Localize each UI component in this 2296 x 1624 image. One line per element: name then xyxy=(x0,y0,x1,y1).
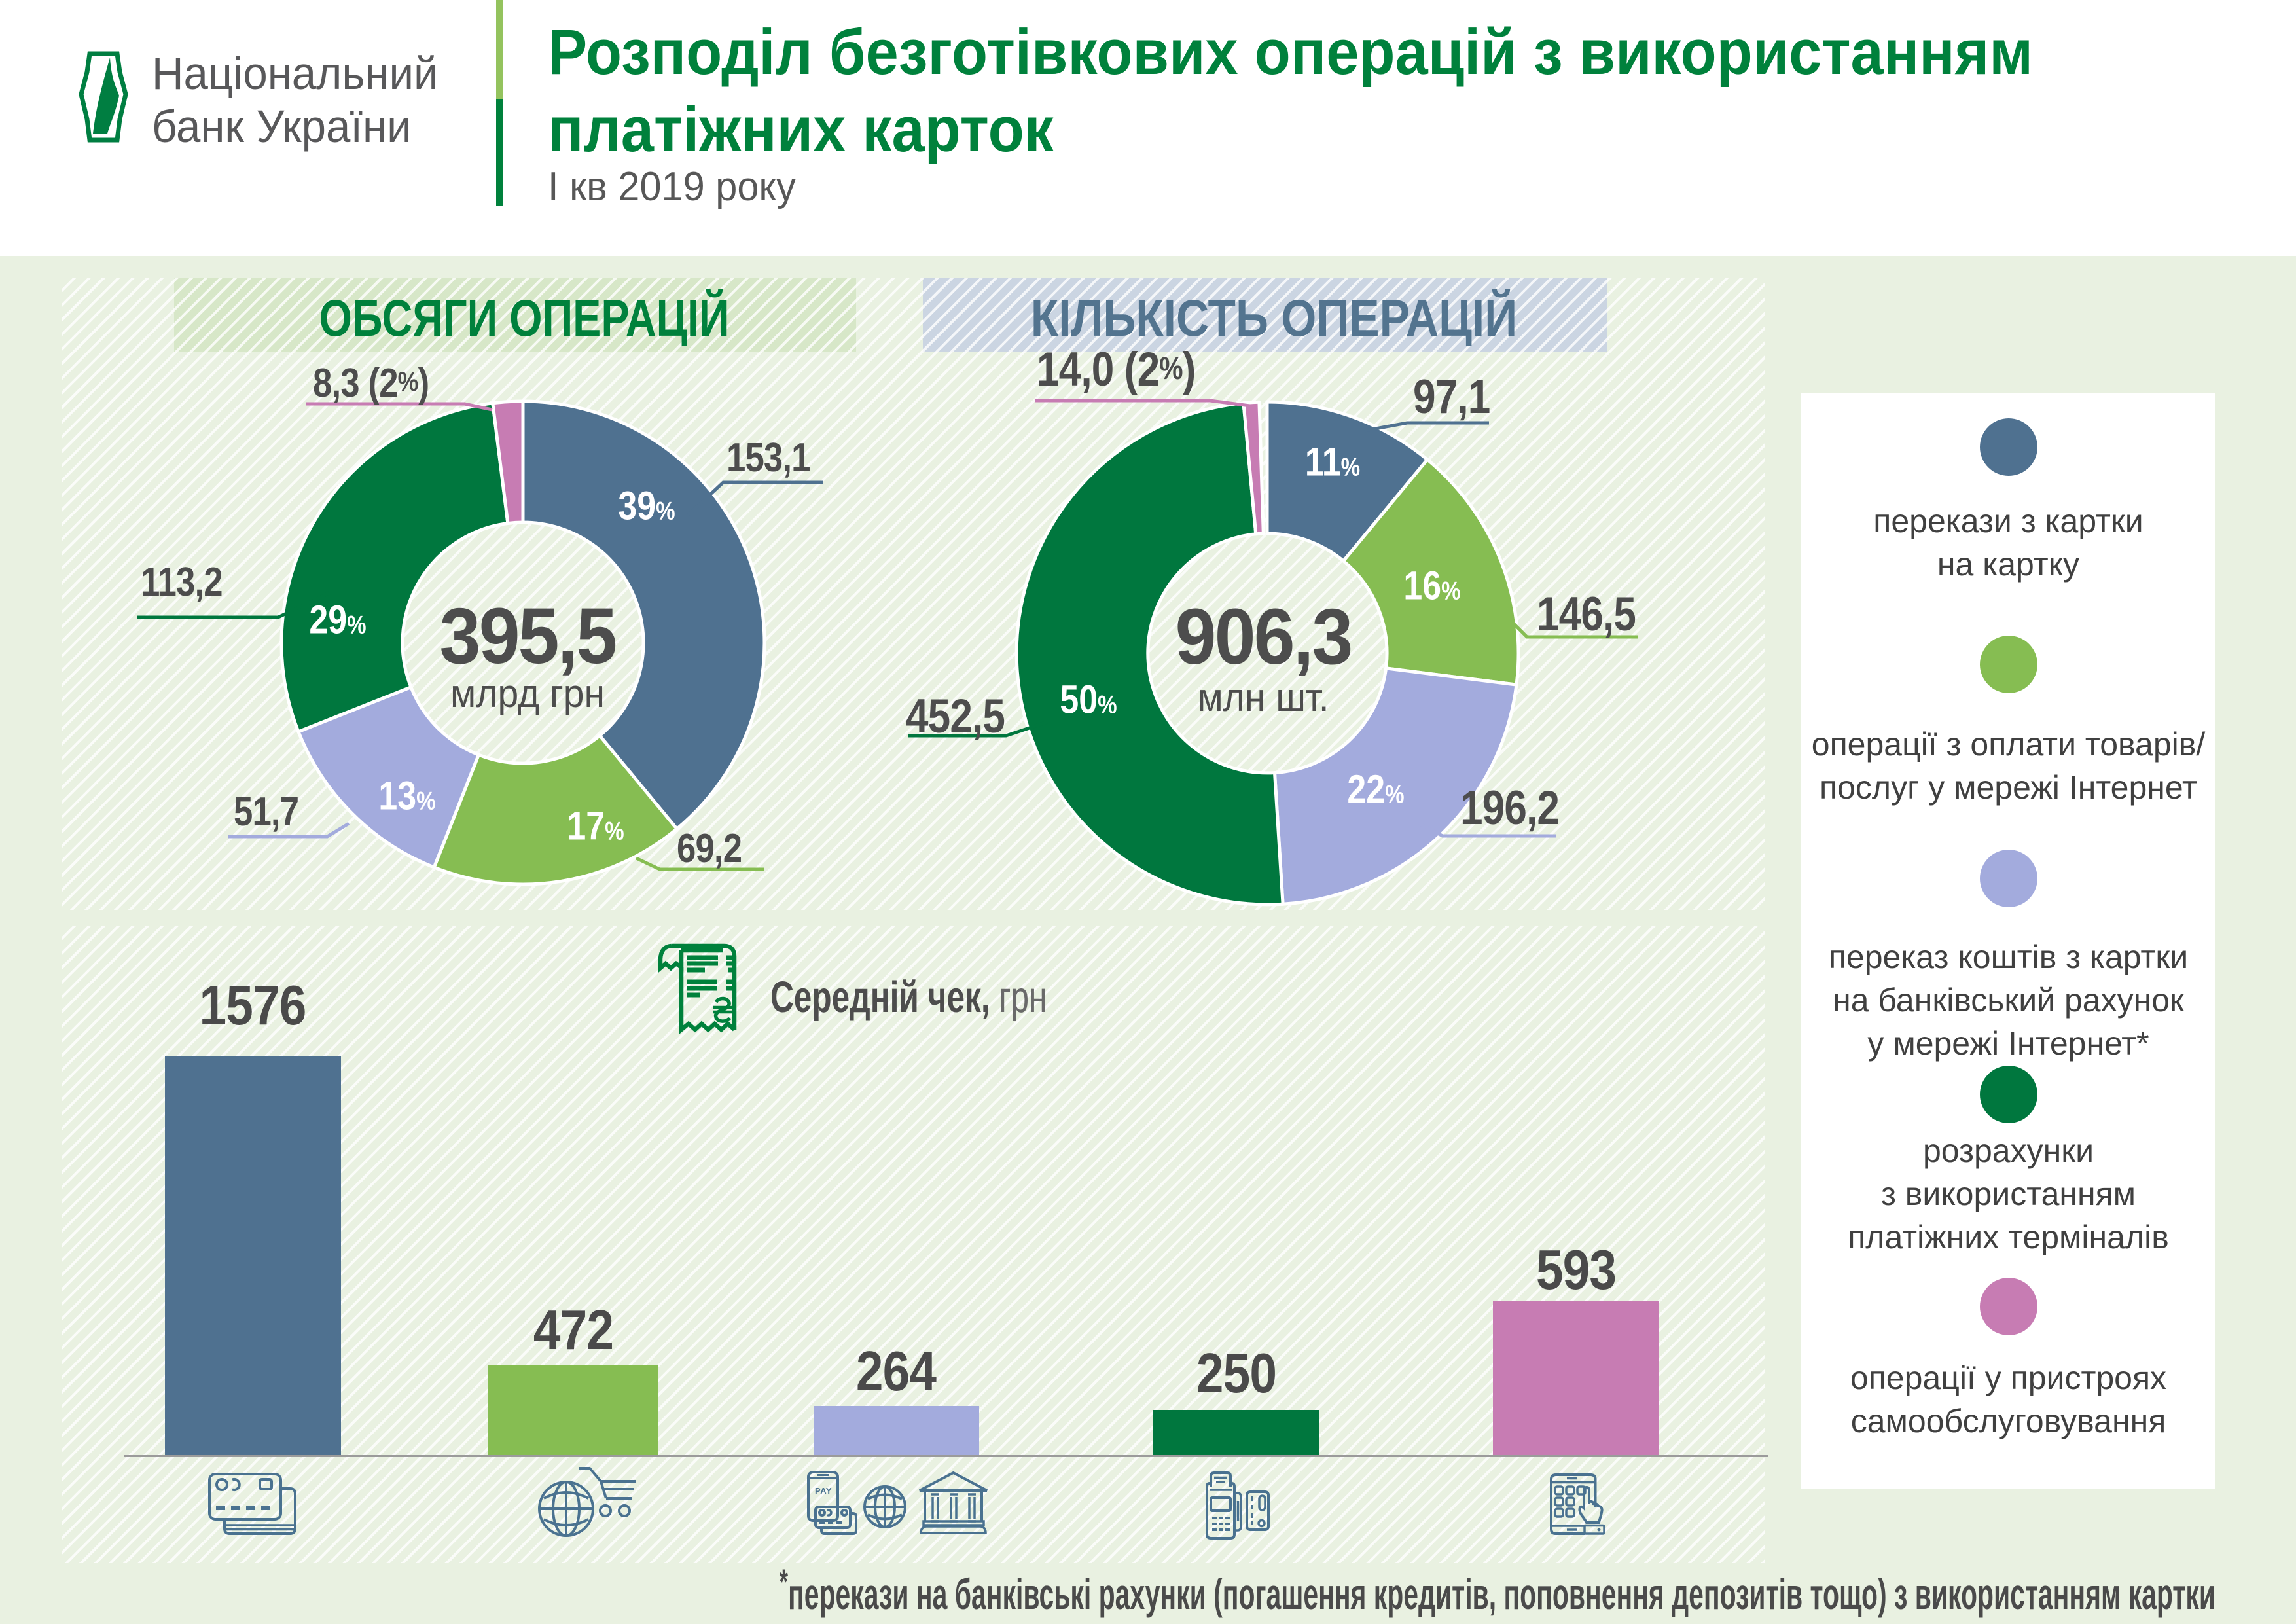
svg-text:PAY: PAY xyxy=(815,1486,832,1496)
